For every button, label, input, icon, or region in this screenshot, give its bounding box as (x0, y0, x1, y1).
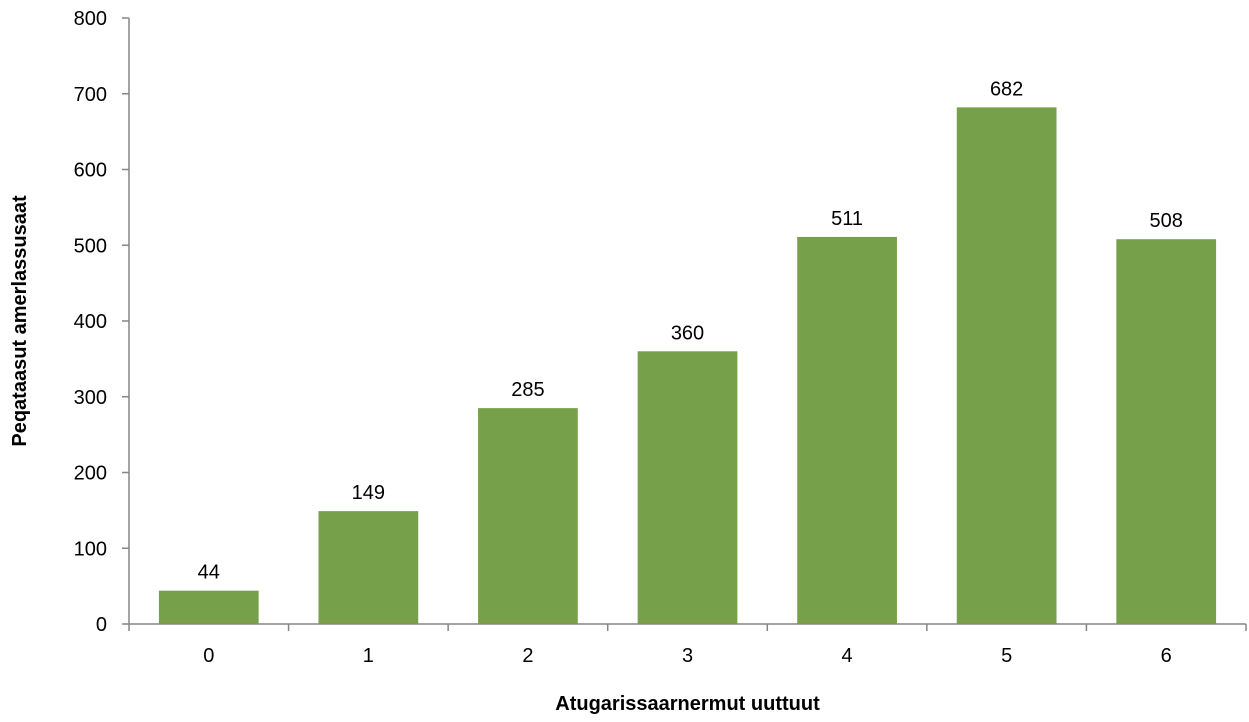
data-label-6: 508 (1150, 210, 1183, 232)
bar-2 (478, 408, 578, 624)
x-tick-label-6: 6 (1161, 645, 1172, 667)
data-label-4: 511 (831, 208, 863, 230)
data-label-3: 360 (671, 322, 704, 344)
y-tick-label-700: 700 (74, 84, 107, 106)
y-tick-label-0: 0 (96, 614, 107, 636)
y-tick-label-400: 400 (74, 311, 107, 333)
x-tick-label-4: 4 (842, 645, 853, 667)
y-tick-label-200: 200 (74, 463, 107, 485)
data-labels-layer: 44 149 285 360 511 682 508 (198, 78, 1183, 583)
axes-layer: 0 1 2 3 4 5 6 0 100 200 300 400 500 600 700 800 (74, 8, 1247, 667)
bars-layer (158, 107, 1217, 625)
x-tick-label-0: 0 (203, 645, 214, 667)
y-tick-label-100: 100 (74, 538, 107, 560)
y-tick-label-800: 800 (74, 8, 107, 30)
x-tick-label-1: 1 (363, 645, 374, 667)
y-tick-label-600: 600 (74, 160, 107, 182)
y-tick-label-500: 500 (74, 235, 107, 257)
bar-6 (1116, 239, 1217, 624)
x-tick-label-2: 2 (522, 645, 533, 667)
x-axis-title: Atugarissaarnermut uuttuut (555, 693, 820, 715)
bar-5 (956, 107, 1057, 624)
bar-4 (797, 236, 897, 625)
y-axis-title: Peqataasut amerlassusaat (9, 195, 31, 447)
data-label-0: 44 (198, 562, 220, 584)
bar-3 (637, 351, 738, 624)
bar-0 (158, 590, 259, 624)
data-label-1: 149 (352, 482, 385, 504)
y-tick-label-300: 300 (74, 387, 107, 409)
data-label-5: 682 (990, 78, 1023, 100)
x-tick-label-5: 5 (1001, 645, 1012, 667)
x-tick-label-3: 3 (682, 645, 693, 667)
bar-1 (318, 511, 419, 624)
data-label-2: 285 (511, 379, 544, 401)
